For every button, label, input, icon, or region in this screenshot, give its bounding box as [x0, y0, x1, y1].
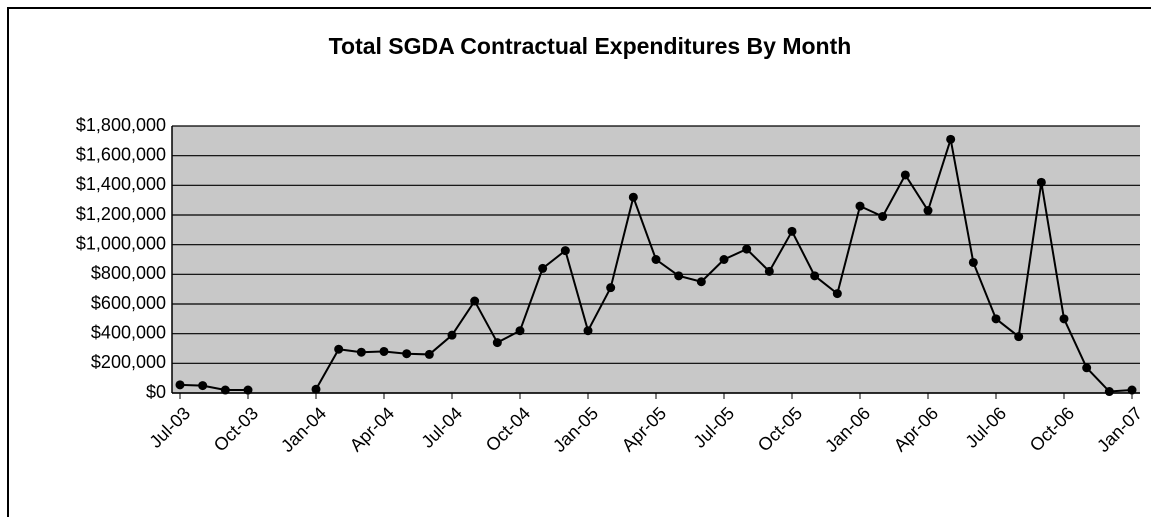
- data-point: [1059, 314, 1069, 324]
- y-tick-label: $800,000: [91, 263, 166, 283]
- data-point: [628, 192, 638, 202]
- data-point: [560, 246, 570, 256]
- data-point: [878, 211, 888, 221]
- data-point: [674, 271, 684, 281]
- data-point: [492, 338, 502, 348]
- y-tick-label: $1,200,000: [76, 204, 166, 224]
- data-point: [356, 347, 366, 357]
- data-point: [946, 134, 956, 144]
- data-point: [719, 255, 729, 264]
- data-point: [402, 349, 412, 359]
- data-point: [696, 277, 706, 287]
- data-point: [243, 385, 253, 395]
- data-point: [175, 380, 185, 390]
- data-point: [855, 201, 865, 211]
- y-tick-label: $1,800,000: [76, 115, 166, 135]
- chart-title: Total SGDA Contractual Expenditures By M…: [329, 33, 852, 59]
- data-point: [991, 314, 1001, 324]
- data-point: [787, 226, 797, 236]
- data-point: [651, 255, 661, 264]
- data-point: [1014, 332, 1024, 342]
- data-point: [1082, 363, 1092, 373]
- data-point: [764, 266, 774, 276]
- data-point: [742, 244, 752, 254]
- y-tick-label: $400,000: [91, 322, 166, 342]
- data-point: [1127, 385, 1137, 395]
- data-point: [1104, 387, 1114, 397]
- y-tick-label: $0: [146, 382, 166, 402]
- data-point: [1036, 177, 1046, 187]
- data-point: [832, 289, 842, 299]
- data-point: [606, 283, 616, 293]
- data-point: [923, 206, 933, 216]
- data-point: [900, 170, 910, 180]
- data-point: [379, 346, 389, 356]
- data-point: [810, 271, 820, 281]
- data-point: [220, 385, 230, 395]
- y-tick-label: $600,000: [91, 293, 166, 313]
- data-point: [470, 296, 480, 306]
- data-point: [334, 344, 344, 354]
- y-tick-label: $200,000: [91, 352, 166, 372]
- y-tick-label: $1,600,000: [76, 144, 166, 164]
- data-point: [538, 263, 548, 273]
- data-point: [424, 349, 434, 359]
- y-tick-label: $1,000,000: [76, 233, 166, 253]
- data-point: [583, 326, 593, 336]
- data-point: [311, 384, 321, 394]
- data-point: [515, 326, 525, 336]
- data-point: [968, 257, 978, 267]
- data-point: [198, 381, 208, 391]
- data-point: [447, 330, 457, 340]
- y-tick-label: $1,400,000: [76, 174, 166, 194]
